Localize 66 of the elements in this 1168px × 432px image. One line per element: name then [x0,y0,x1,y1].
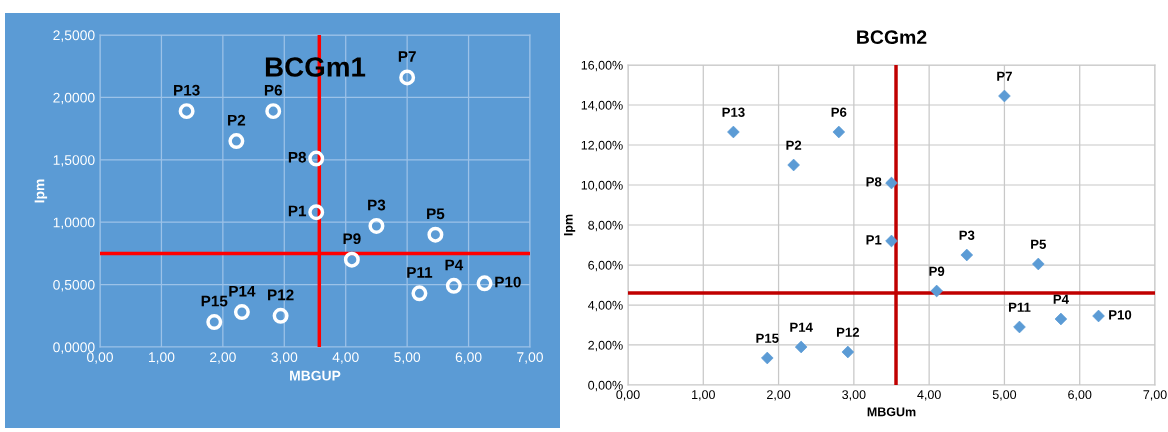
annotation: P11 [1008,302,1031,312]
x-tick-label: 4,00 [917,390,941,401]
y-tick-label: 14,00% [581,100,623,112]
x-tick-label: 3,00 [271,352,298,364]
y-tick-label: 2,5000 [53,30,95,42]
x-axis-title: MBGUm [867,407,916,417]
annotation: P4 [1053,294,1069,304]
annotation: P13 [722,107,745,117]
annotation: P6 [264,84,283,96]
y-tick-label: 0,00% [588,380,623,392]
annotation: P15 [201,295,228,307]
annotation: P13 [174,84,200,96]
annotation: P2 [228,114,246,126]
x-tick-label: 7,00 [1143,390,1167,401]
annotation: P7 [997,71,1012,81]
annotation: P7 [398,51,416,62]
annotation: P12 [836,327,860,337]
annotation: P10 [495,276,521,288]
annotation: P8 [866,177,882,187]
y-tick-label: 16,00% [581,60,623,72]
x-tick-label: 0,00 [87,352,113,364]
y-tick-label: 2,0000 [53,92,95,105]
annotation: P5 [1031,239,1047,249]
annotation: P9 [929,266,945,276]
annotation: P6 [831,107,847,117]
annotation: P3 [368,199,386,211]
y-axis-title: Ipm [34,179,48,203]
y-tick-label: 10,00% [581,180,623,192]
x-tick-label: 7,00 [517,352,543,364]
x-tick-label: 4,00 [332,352,359,364]
annotation: P14 [790,322,813,332]
annotation: P15 [756,333,779,343]
annotation: P10 [1109,310,1132,320]
annotation: P5 [427,208,445,220]
annotation: P1 [866,235,882,245]
x-tick-label: 5,00 [394,352,421,364]
annotation: P3 [959,230,975,240]
x-tick-label: 5,00 [992,390,1017,401]
annotation: P8 [288,151,307,163]
annotation: P12 [268,289,294,301]
annotation: P9 [343,233,361,245]
y-tick-label: 1,0000 [53,217,95,230]
x-tick-label: 2,00 [210,352,236,364]
y-tick-label: 2,00% [588,340,623,352]
y-axis-title: Ipm [564,214,576,236]
annotation: P1 [288,205,307,217]
y-tick-label: 6,00% [588,260,623,272]
x-tick-label: 6,00 [455,352,482,364]
annotation: P11 [407,267,433,278]
annotation: P14 [229,285,256,297]
y-tick-label: 4,00% [587,300,623,312]
y-tick-label: 8,00% [588,220,623,232]
chart-title: BCGm2 [857,30,927,45]
x-tick-label: 1,00 [148,352,175,364]
annotation: P2 [786,140,802,150]
x-tick-label: 6,00 [1068,390,1092,401]
annotation: P4 [445,259,464,271]
y-tick-label: 0,0000 [53,342,95,354]
x-tick-label: 2,00 [767,390,791,401]
x-tick-label: 3,00 [842,390,866,401]
x-tick-label: 0,00 [616,390,640,401]
y-tick-label: 0,5000 [53,279,95,292]
x-tick-label: 1,00 [692,390,715,401]
x-axis-title: MBGUP [290,370,341,381]
y-tick-label: 1,5000 [53,155,95,167]
y-tick-label: 12,00% [581,140,623,152]
